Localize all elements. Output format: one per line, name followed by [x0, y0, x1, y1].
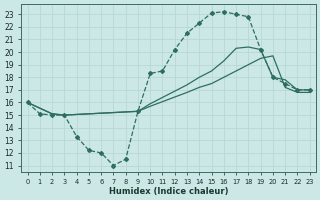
X-axis label: Humidex (Indice chaleur): Humidex (Indice chaleur): [109, 187, 228, 196]
